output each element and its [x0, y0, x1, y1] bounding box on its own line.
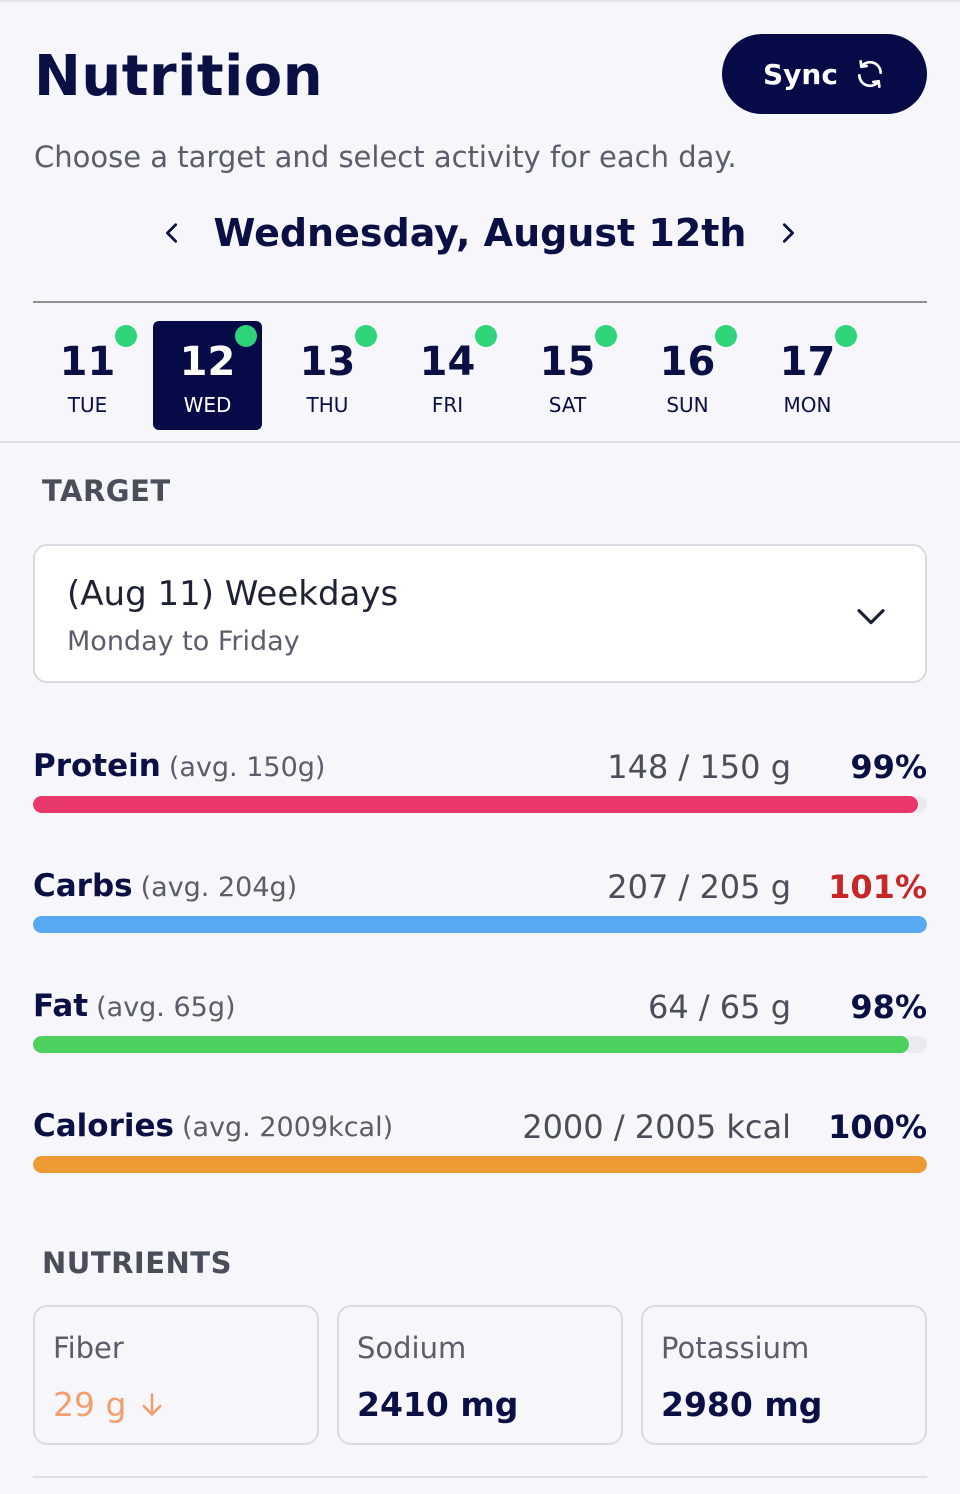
day-number: 11: [59, 339, 116, 385]
nutrient-card-potassium[interactable]: Potassium 2980 mg: [641, 1305, 927, 1445]
day-name: SUN: [666, 393, 709, 417]
day-selector: 11 TUE 12 WED 13 THU 14 FRI 15 SAT 16 SU…: [33, 321, 893, 430]
day-number: 16: [659, 339, 716, 385]
macro-label: Carbs: [33, 868, 133, 904]
day-number: 17: [779, 339, 836, 385]
nutrient-card-sodium[interactable]: Sodium 2410 mg: [337, 1305, 623, 1445]
target-dropdown[interactable]: (Aug 11) Weekdays Monday to Friday: [33, 544, 927, 683]
sync-icon: [857, 60, 882, 88]
macro-label: Fat: [33, 988, 89, 1024]
previous-day-button[interactable]: [152, 213, 192, 253]
macro-fat: Fat (avg. 65g) 64 / 65 g 98%: [33, 988, 927, 1068]
nutrient-label: Fiber: [53, 1331, 124, 1365]
date-navigator: Wednesday, August 12th: [0, 205, 960, 261]
target-subtitle: Monday to Friday: [67, 626, 300, 657]
macro-average: (avg. 204g): [140, 872, 298, 903]
macro-percent: 101%: [828, 868, 927, 906]
activity-dot: [115, 325, 137, 347]
day-sun[interactable]: 16 SUN: [633, 321, 742, 430]
progress-fill: [33, 1036, 910, 1053]
chevron-left-icon: [165, 223, 177, 243]
nutrient-value: 2980 mg: [661, 1385, 823, 1424]
nutrient-value-text: 29 g: [53, 1385, 127, 1424]
target-section-label: TARGET: [42, 474, 171, 508]
target-title: (Aug 11) Weekdays: [67, 574, 399, 614]
progress-fill: [33, 796, 919, 813]
day-name: FRI: [431, 393, 464, 417]
macro-carbs: Carbs (avg. 204g) 207 / 205 g 101%: [33, 868, 927, 948]
day-number: 12: [179, 339, 236, 385]
section-divider: [0, 441, 960, 443]
nutrient-value: 2410 mg: [357, 1385, 519, 1424]
day-name: SAT: [548, 393, 587, 417]
progress-track: [33, 1036, 927, 1053]
day-number: 14: [419, 339, 476, 385]
sync-button[interactable]: Sync: [722, 34, 927, 114]
macro-average: (avg. 150g): [168, 752, 326, 783]
macro-percent: 100%: [828, 1108, 927, 1146]
nutrient-label: Potassium: [661, 1331, 810, 1365]
chevron-down-icon: [857, 609, 885, 625]
chevron-right-icon: [783, 223, 795, 243]
nutrient-value: 29 g: [53, 1385, 166, 1424]
day-name: THU: [306, 393, 349, 417]
progress-fill: [33, 916, 927, 933]
macro-amount: 64 / 65 g: [647, 988, 791, 1026]
sync-button-label: Sync: [763, 57, 838, 91]
macro-calories: Calories (avg. 2009kcal) 2000 / 2005 kcal…: [33, 1108, 927, 1188]
page-subtitle: Choose a target and select activity for …: [34, 140, 737, 174]
activity-dot: [475, 325, 497, 347]
nutrient-label: Sodium: [357, 1331, 467, 1365]
page-title: Nutrition: [34, 44, 324, 109]
activity-dot: [595, 325, 617, 347]
progress-track: [33, 1156, 927, 1173]
bottom-divider: [33, 1476, 927, 1478]
macro-average: (avg. 65g): [96, 992, 236, 1023]
activity-dot: [355, 325, 377, 347]
day-name: TUE: [67, 393, 108, 417]
activity-dot: [715, 325, 737, 347]
progress-fill: [33, 1156, 927, 1173]
activity-dot: [835, 325, 857, 347]
progress-track: [33, 796, 927, 813]
day-wed[interactable]: 12 WED: [153, 321, 262, 430]
macro-average: (avg. 2009kcal): [181, 1112, 394, 1143]
macro-name: Calories (avg. 2009kcal): [33, 1108, 393, 1144]
nutrients-section-label: NUTRIENTS: [42, 1246, 232, 1280]
macro-percent: 99%: [850, 748, 927, 786]
macro-amount: 148 / 150 g: [607, 748, 791, 786]
arrow-down-icon: [142, 1392, 162, 1416]
macro-percent: 98%: [850, 988, 927, 1026]
macro-name: Fat (avg. 65g): [33, 988, 236, 1024]
day-mon[interactable]: 17 MON: [753, 321, 862, 430]
day-number: 13: [299, 339, 356, 385]
day-name: MON: [783, 393, 832, 417]
day-thu[interactable]: 13 THU: [273, 321, 382, 430]
day-name: WED: [183, 393, 232, 417]
macro-name: Carbs (avg. 204g): [33, 868, 297, 904]
next-day-button[interactable]: [768, 213, 808, 253]
date-divider: [33, 301, 927, 303]
current-date: Wednesday, August 12th: [213, 211, 747, 255]
day-fri[interactable]: 14 FRI: [393, 321, 502, 430]
macro-label: Calories: [33, 1108, 174, 1144]
activity-dot: [235, 325, 257, 347]
day-sat[interactable]: 15 SAT: [513, 321, 622, 430]
macro-amount: 207 / 205 g: [607, 868, 791, 906]
macro-amount: 2000 / 2005 kcal: [522, 1108, 791, 1146]
macro-protein: Protein (avg. 150g) 148 / 150 g 99%: [33, 748, 927, 828]
top-border: [0, 0, 960, 2]
day-number: 15: [539, 339, 596, 385]
day-tue[interactable]: 11 TUE: [33, 321, 142, 430]
nutrient-card-fiber[interactable]: Fiber 29 g: [33, 1305, 319, 1445]
macro-label: Protein: [33, 748, 161, 784]
progress-track: [33, 916, 927, 933]
macro-name: Protein (avg. 150g): [33, 748, 325, 784]
